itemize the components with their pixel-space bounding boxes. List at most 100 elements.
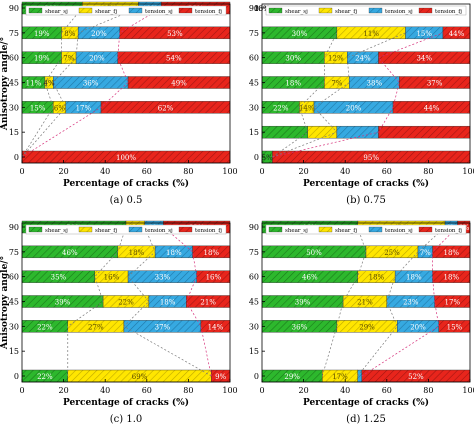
legend-swatch <box>318 226 333 233</box>
data-label: 22% <box>273 104 289 112</box>
data-label: 29% <box>284 373 300 381</box>
y-tick-label: 60 <box>9 273 19 282</box>
data-label: 18% <box>285 80 301 88</box>
data-label: 7% <box>331 80 342 88</box>
legend-label: tension_sj <box>145 228 173 234</box>
data-label: 8% <box>64 30 75 38</box>
bar-segment-tension-fj <box>378 125 471 139</box>
data-label: 69% <box>132 373 148 381</box>
data-label: 36% <box>83 80 99 88</box>
data-label: 30% <box>292 30 308 38</box>
chart-panel: 29% 17% 52% 36% 29% 20% 15% 39% 21% 23% 17% 46% 18% 1… <box>249 220 474 425</box>
data-label: 20% <box>410 323 426 331</box>
data-label: 33% <box>155 274 171 282</box>
y-tick-label: 45 <box>249 79 259 88</box>
legend-swatch <box>28 7 43 14</box>
data-label: 36% <box>292 323 308 331</box>
data-label: 38% <box>367 80 383 88</box>
x-tick-label: 0 <box>259 167 264 176</box>
y-axis-title: Anisotropy angle/° <box>0 37 10 131</box>
legend-swatch <box>178 7 193 14</box>
x-tick-label: 20 <box>299 167 309 176</box>
y-tick-label: 75 <box>9 29 19 38</box>
boundary-connector <box>67 226 127 376</box>
x-tick-label: 40 <box>100 386 110 395</box>
y-tick-label: 45 <box>9 79 19 88</box>
x-tick-label: 60 <box>382 386 392 395</box>
boundary-connector <box>21 7 162 158</box>
data-label: 22% <box>37 323 53 331</box>
data-label: 27% <box>88 323 104 331</box>
data-label: 5% <box>262 154 273 162</box>
panel-caption: (c) 1.0 <box>110 414 143 425</box>
data-label: 39% <box>55 299 71 307</box>
x-tick-label: 100 <box>462 386 474 395</box>
legend-swatch <box>268 7 283 14</box>
legend-swatch <box>78 226 93 233</box>
bar-segment-tension-sj <box>336 125 379 139</box>
data-label: 23% <box>403 299 419 307</box>
x-tick-label: 0 <box>19 386 24 395</box>
data-label: 21% <box>357 299 373 307</box>
panel-caption: (a) 0.5 <box>110 195 143 206</box>
data-label: 25% <box>384 249 400 257</box>
data-label: 18% <box>443 274 459 282</box>
data-label: 62% <box>158 104 174 112</box>
y-tick-label: 45 <box>249 298 259 307</box>
data-label: 54% <box>166 55 182 63</box>
boundary-connector <box>123 226 212 377</box>
data-label: 95% <box>363 154 379 162</box>
x-axis-title: Percentage of cracks (%) <box>63 397 189 408</box>
y-axis-title: Anisotropy angle/° <box>0 256 10 350</box>
data-label: 44% <box>449 30 465 38</box>
data-label: 34% <box>416 55 432 63</box>
data-label: 20% <box>89 55 105 63</box>
x-tick-label: 60 <box>382 167 392 176</box>
boundary-connector <box>361 226 458 377</box>
legend-label: shear_sj <box>285 9 308 15</box>
data-label: 30% <box>285 55 301 63</box>
data-label: 53% <box>167 30 183 38</box>
legend-swatch <box>418 226 433 233</box>
y-tick-label: 0 <box>254 372 259 381</box>
x-tick-label: 20 <box>59 386 69 395</box>
y-tick-label: 15 <box>9 347 19 356</box>
data-label: 100% <box>116 154 136 162</box>
y-tick-label: 75 <box>249 29 259 38</box>
y-tick-label: 90 <box>9 4 19 13</box>
x-tick-label: 40 <box>100 167 110 176</box>
legend <box>265 224 467 235</box>
chart-panel: 5% 95% 22% 14% 20% 44% 18% 7% 38% 37% 30% 12% 24% 34%… <box>249 3 474 206</box>
x-axis-title: Percentage of cracks (%) <box>303 178 429 189</box>
x-tick-label: 80 <box>423 386 433 395</box>
x-tick-label: 20 <box>59 167 69 176</box>
x-tick-label: 80 <box>183 167 193 176</box>
y-tick-label: 45 <box>9 298 19 307</box>
data-label: 16% <box>206 274 222 282</box>
x-tick-label: 100 <box>222 167 237 176</box>
legend-label: shear_sj <box>285 228 308 234</box>
data-label: 18% <box>129 249 145 257</box>
data-label: 14% <box>208 323 224 331</box>
y-tick-label: 60 <box>249 273 259 282</box>
data-label: 7% <box>420 249 431 257</box>
legend-swatch <box>178 226 193 233</box>
plot-frame <box>261 222 471 383</box>
chart-panel: 100% 15% 6% 17% 62% 11% 4% 36% 49% 19% 7% 20% 54% 19%… <box>0 1 238 206</box>
legend-label: shear_sj <box>45 9 68 15</box>
boundary-connector <box>21 7 83 158</box>
legend <box>25 224 227 235</box>
boundary-connector <box>321 226 367 377</box>
legend-label: shear_sj <box>45 228 68 234</box>
y-tick-label: 75 <box>9 248 19 257</box>
plot-frame <box>261 3 471 164</box>
data-label: 19% <box>34 30 50 38</box>
x-axis-title: Percentage of cracks (%) <box>63 178 189 189</box>
y-tick-label: 0 <box>14 153 19 162</box>
legend-swatch <box>268 226 283 233</box>
legend-swatch <box>318 7 333 14</box>
x-tick-label: 80 <box>183 386 193 395</box>
y-tick-label: 30 <box>249 322 259 331</box>
data-label: 37% <box>155 323 171 331</box>
